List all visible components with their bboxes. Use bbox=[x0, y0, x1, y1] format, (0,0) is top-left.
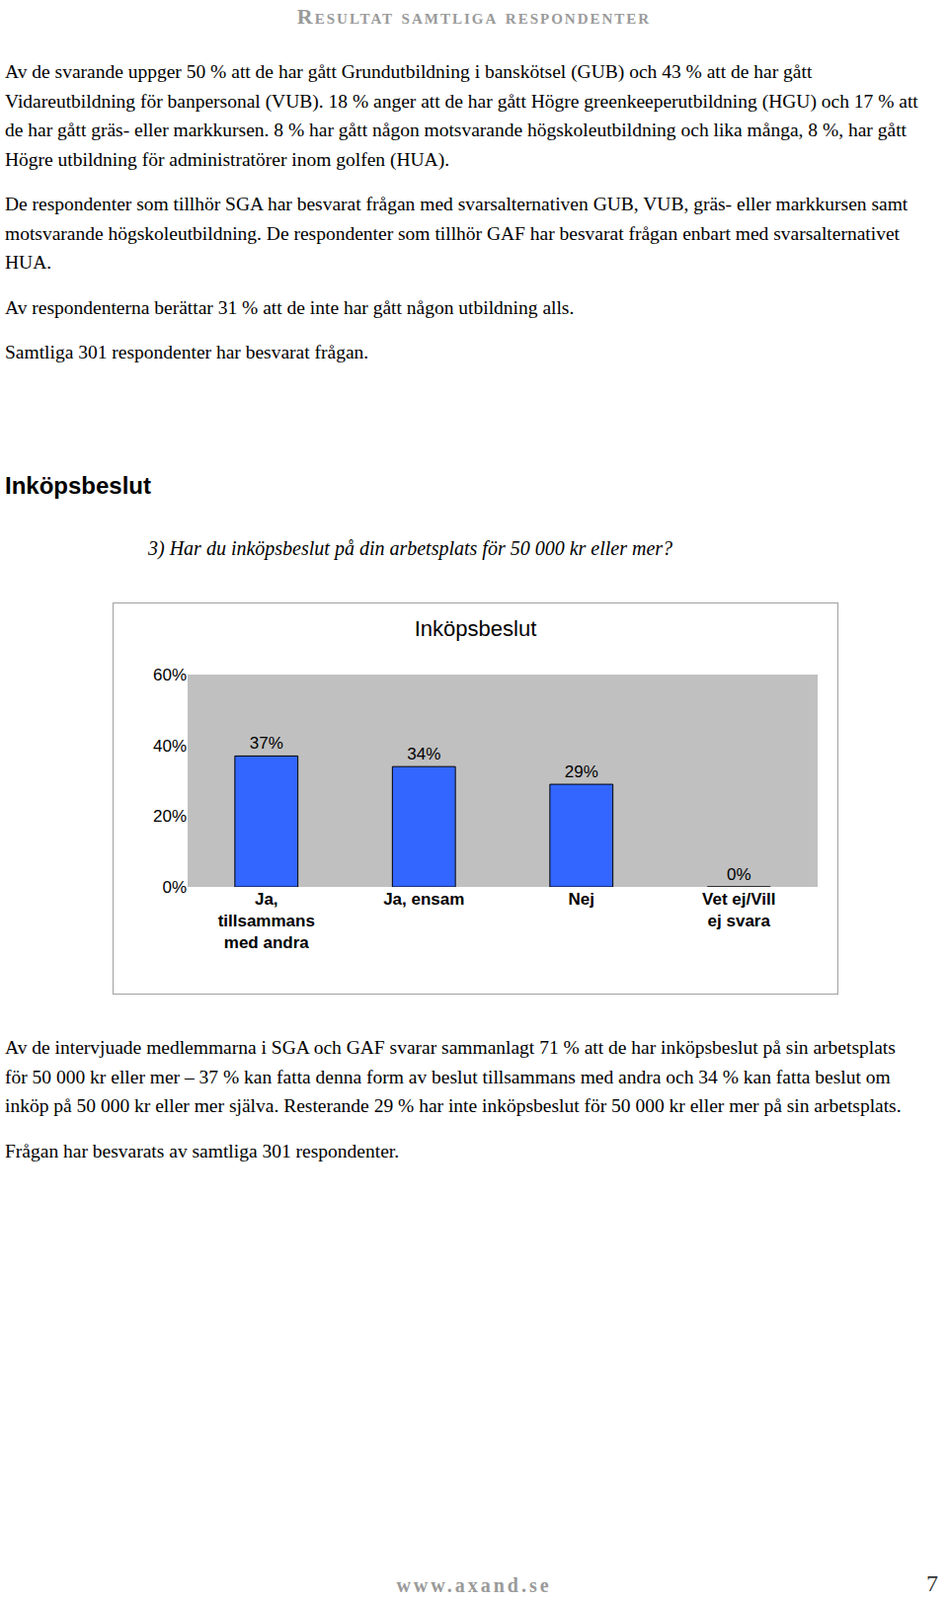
svg-text:60%: 60% bbox=[153, 665, 187, 685]
html-text:Inköpsbeslut: Inköpsbeslut bbox=[4, 472, 152, 499]
html-text:Av de intervjuade medlemmarna: Av de intervjuade medlemmarna i SGA och … bbox=[4, 1036, 902, 1116]
html-text:Resultat samtliga respondenter: Resultat samtliga respondenter bbox=[297, 3, 651, 29]
svg-text:Inköpsbeslut: Inköpsbeslut bbox=[414, 616, 538, 641]
html-text:Samtliga 301 respondenter har: Samtliga 301 respondenter har besvarat f… bbox=[4, 341, 369, 363]
html-text:Av de svarande uppger 50 % att: Av de svarande uppger 50 % att de har gå… bbox=[4, 61, 919, 170]
svg-text:Nej: Nej bbox=[568, 889, 595, 909]
html-text:Av respondenterna berättar 31: Av respondenterna berättar 31 % att de i… bbox=[4, 296, 575, 318]
svg-text:29%: 29% bbox=[564, 762, 599, 782]
html-text:www.axand.se: www.axand.se bbox=[396, 1574, 552, 1596]
svg-text:34%: 34% bbox=[406, 744, 441, 764]
svg-text:40%: 40% bbox=[153, 736, 187, 756]
svg-text:0%: 0% bbox=[726, 865, 752, 884]
html-text:De respondenter som tillhör SG: De respondenter som tillhör SGA har besv… bbox=[4, 193, 908, 273]
svg-text:Ja,tillsammansmed andra: Ja,tillsammansmed andra bbox=[218, 889, 316, 952]
html-text:3) Har du inköpsbeslut på din: 3) Har du inköpsbeslut på din arbetsplat… bbox=[148, 537, 673, 559]
html-text:7: 7 bbox=[926, 1570, 939, 1596]
html-text:Frågan har besvarats av samtli: Frågan har besvarats av samtliga 301 res… bbox=[4, 1140, 400, 1161]
svg-text:Vet ej/Villej svara: Vet ej/Villej svara bbox=[702, 889, 776, 931]
svg-text:0%: 0% bbox=[161, 877, 187, 897]
svg-text:37%: 37% bbox=[249, 733, 284, 753]
svg-text:20%: 20% bbox=[153, 806, 187, 826]
svg-text:Ja, ensam: Ja, ensam bbox=[383, 889, 465, 909]
